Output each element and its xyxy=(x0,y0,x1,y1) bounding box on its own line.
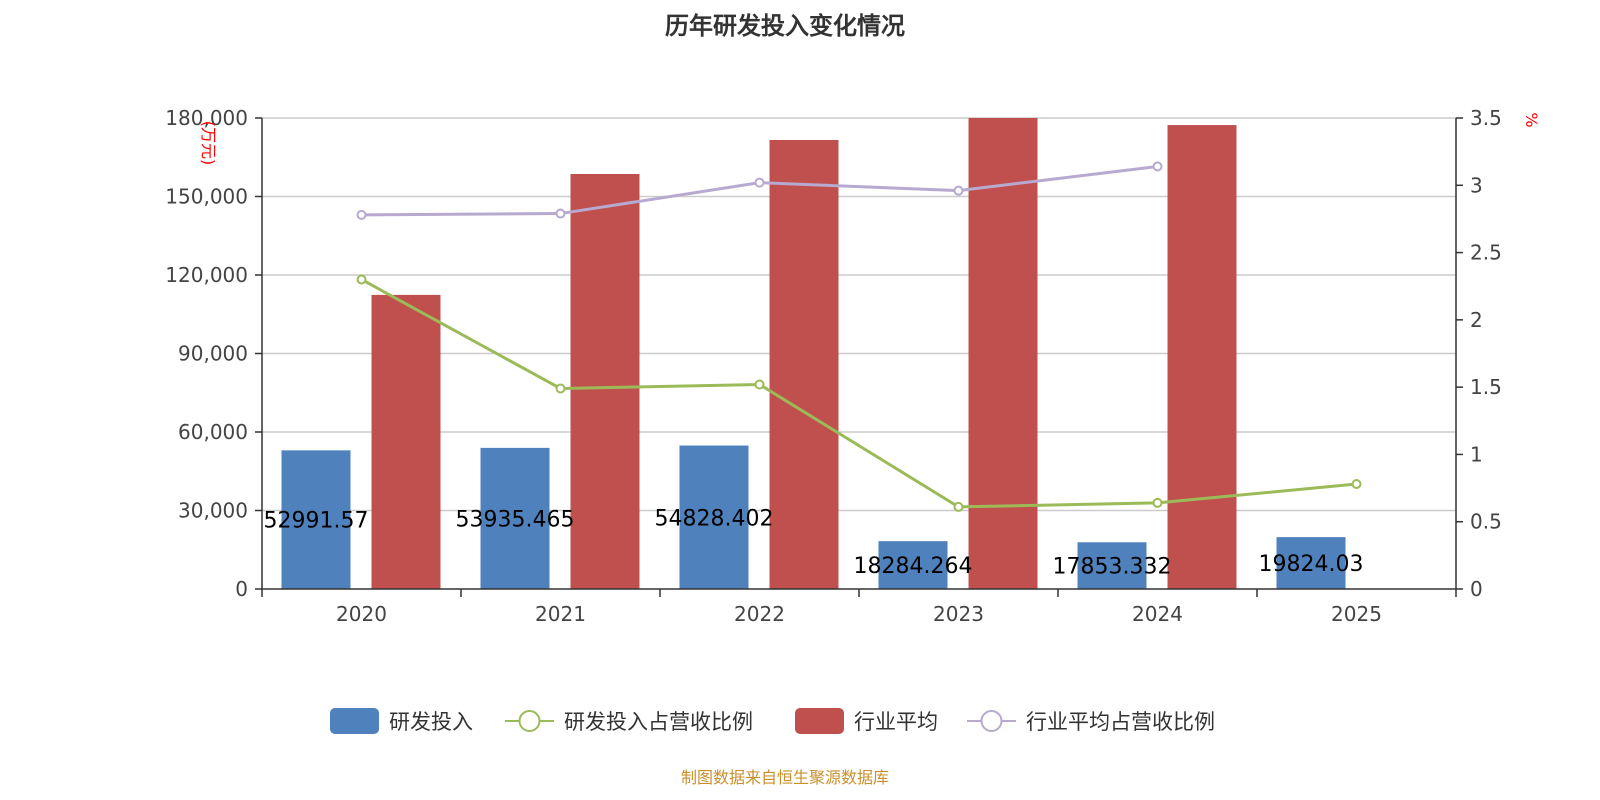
rd-investment-bar xyxy=(281,450,351,589)
y-left-tick-label: 0 xyxy=(235,577,248,601)
industry-average-bar xyxy=(371,294,441,589)
source-footer: 制图数据来自恒生聚源数据库 xyxy=(680,768,889,787)
y-right-axis-label: % xyxy=(1522,112,1541,127)
legend-label[interactable]: 行业平均占营收比例 xyxy=(1026,710,1215,734)
y-right-tick-label: 0.5 xyxy=(1470,510,1502,534)
y-left-tick-label: 90,000 xyxy=(178,342,248,366)
y-right-tick-label: 2.5 xyxy=(1470,241,1502,265)
legend-bar-swatch xyxy=(330,708,379,734)
industry-average-bar xyxy=(570,173,640,589)
legend-circle-icon xyxy=(518,710,541,732)
y-right-tick-label: 2 xyxy=(1470,308,1483,332)
chart-title: 历年研发投入变化情况 xyxy=(665,12,905,40)
legend-label[interactable]: 研发投入占营收比例 xyxy=(564,710,753,734)
industry-ratio-point xyxy=(555,208,566,219)
bar-data-label: 52991.57 xyxy=(264,509,369,534)
legend-label[interactable]: 行业平均 xyxy=(854,710,938,734)
rd-ratio-point xyxy=(555,383,566,394)
rd-ratio-point xyxy=(1351,479,1362,490)
industry-average-bar xyxy=(769,139,839,590)
x-tick-label: 2021 xyxy=(535,602,586,626)
y-right-tick-label: 1.5 xyxy=(1470,375,1502,399)
y-right-tick-label: 3.5 xyxy=(1470,106,1502,130)
y-left-tick-label: 60,000 xyxy=(178,420,248,444)
x-tick-label: 2025 xyxy=(1331,602,1382,626)
y-left-tick-label: 30,000 xyxy=(178,499,248,523)
rd-ratio-line xyxy=(360,278,1357,509)
bar-data-label: 18284.264 xyxy=(854,554,973,579)
y-left-tick-label: 120,000 xyxy=(165,263,248,287)
bar-data-label: 53935.465 xyxy=(456,507,575,532)
rd-ratio-point xyxy=(754,379,765,390)
y-left-tick-label: 180,000 xyxy=(165,106,248,130)
x-tick-label: 2022 xyxy=(734,602,785,626)
legend-label[interactable]: 研发投入 xyxy=(389,710,473,734)
industry-average-bar xyxy=(1167,125,1237,589)
industry-average-bar xyxy=(968,118,1038,589)
industry-ratio-point xyxy=(754,177,765,188)
x-tick-label: 2020 xyxy=(336,602,387,626)
industry-ratio-line xyxy=(361,164,1158,217)
rd-ratio-point xyxy=(953,501,964,512)
x-tick-label: 2023 xyxy=(933,602,984,626)
legend-circle-icon xyxy=(980,710,1003,732)
rd-investment-bar xyxy=(679,445,749,589)
rd-investment-bar xyxy=(1276,537,1346,589)
y-right-tick-label: 0 xyxy=(1470,577,1483,601)
bar-data-label: 54828.402 xyxy=(655,506,774,531)
rd-investment-bar xyxy=(1077,542,1147,589)
rd-ratio-point xyxy=(356,274,367,285)
y-right-tick-label: 3 xyxy=(1470,173,1483,197)
rd-investment-bar xyxy=(878,541,948,589)
industry-ratio-point xyxy=(356,209,367,220)
x-tick-label: 2024 xyxy=(1132,602,1183,626)
bar-data-label: 19824.03 xyxy=(1259,552,1364,577)
legend-bar-swatch xyxy=(795,708,844,734)
y-left-tick-label: 150,000 xyxy=(165,185,248,209)
rd-investment-bar xyxy=(480,447,550,589)
industry-ratio-point xyxy=(1152,161,1163,172)
industry-ratio-point xyxy=(953,185,964,196)
bar-data-label: 17853.332 xyxy=(1053,555,1172,580)
y-right-tick-label: 1 xyxy=(1470,442,1483,466)
y-left-axis-label: (万元) xyxy=(199,121,218,166)
rd-ratio-point xyxy=(1152,497,1163,508)
